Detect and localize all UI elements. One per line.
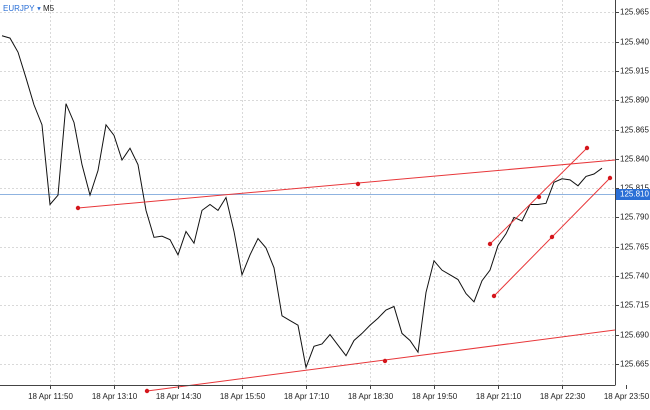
plot [1, 35, 603, 370]
trend-line [146, 329, 616, 392]
y-tick-label: 125.840 [620, 155, 649, 164]
x-tick-label: 18 Apr 18:30 [348, 392, 394, 401]
trend-anchor [491, 293, 497, 299]
trend-anchor [549, 234, 555, 240]
x-tick-label: 18 Apr 14:30 [156, 392, 202, 401]
trend-anchor [536, 194, 542, 200]
trend-anchor [487, 241, 493, 247]
y-tick-label: 125.765 [620, 243, 649, 252]
trend-anchor [607, 175, 613, 181]
axes: 125.965 125.940 125.915 125.890 125.865 125.8… [28, 8, 650, 401]
symbol[interactable]: EURJPY [3, 4, 35, 13]
trend-anchor [355, 181, 361, 187]
y-tick-label: 125.915 [620, 67, 649, 76]
timeframe[interactable]: M5 [43, 4, 55, 13]
current-price-box [616, 189, 650, 200]
symbol-header[interactable]: EURJPY ▼ M5 [3, 4, 55, 13]
trend-anchor [75, 205, 81, 211]
x-tick-label: 18 Apr 15:50 [220, 392, 266, 401]
x-tick-label: 18 Apr 17:10 [284, 392, 330, 401]
y-tick-label: 125.790 [620, 213, 649, 222]
y-tick-label: 125.690 [620, 331, 649, 340]
y-tick-label: 125.865 [620, 126, 649, 135]
trend-anchor [584, 145, 590, 151]
y-tick-label: 125.665 [620, 360, 649, 369]
y-tick-label: 125.715 [620, 301, 649, 310]
x-tick-label: 18 Apr 11:50 [28, 392, 73, 401]
trend-lines [75, 145, 616, 394]
x-tick-label: 18 Apr 21:10 [476, 392, 522, 401]
current-price-label: 125.810 [620, 190, 649, 199]
x-tick-label: 18 Apr 13:10 [92, 392, 138, 401]
x-tick-label: 18 Apr 23:50 [604, 392, 650, 401]
x-tick-label: 18 Apr 22:30 [540, 392, 586, 401]
y-tick-label: 125.940 [620, 38, 649, 47]
trend-line [77, 159, 616, 209]
y-tick-label: 125.890 [620, 96, 649, 105]
y-tick-label: 125.815 [620, 184, 649, 193]
trend-anchor [144, 388, 150, 394]
dropdown-arrow[interactable]: ▼ [36, 7, 42, 13]
trend-anchor [382, 358, 388, 364]
y-tick-label: 125.740 [620, 272, 649, 281]
y-tick-label: 125.965 [620, 8, 649, 17]
x-tick-label: 18 Apr 19:50 [412, 392, 458, 401]
price-line [1, 35, 603, 370]
